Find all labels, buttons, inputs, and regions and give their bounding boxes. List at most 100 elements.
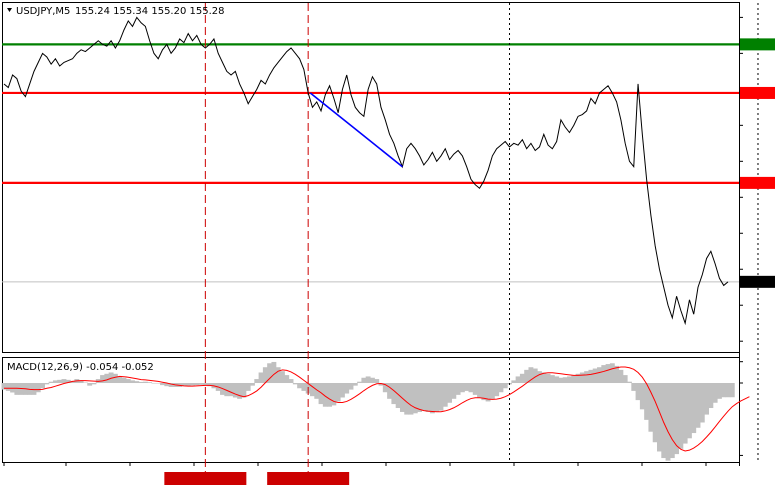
macd-bar bbox=[447, 383, 452, 403]
macd-bar bbox=[275, 367, 281, 384]
macd-bar bbox=[425, 383, 431, 412]
dropdown-triangle-icon[interactable] bbox=[7, 8, 12, 12]
level-label-box bbox=[740, 38, 775, 51]
macd-bar bbox=[387, 383, 392, 399]
macd-bar bbox=[108, 372, 114, 384]
macd-bar bbox=[712, 383, 718, 403]
macd-bar bbox=[597, 367, 602, 384]
macd-bar bbox=[699, 383, 705, 423]
macd-label: MACD(12,26,9) -0.054 -0.052 bbox=[7, 362, 154, 373]
macd-bar bbox=[609, 363, 615, 384]
macd-bar bbox=[35, 383, 41, 393]
macd-bar bbox=[627, 381, 632, 384]
macd-bar bbox=[721, 383, 727, 398]
axis-ticks bbox=[3, 16, 743, 485]
macd-bar bbox=[498, 383, 504, 393]
macd-bar bbox=[168, 383, 174, 387]
macd-bar bbox=[691, 383, 697, 434]
macd-bar bbox=[635, 383, 641, 401]
macd-bar bbox=[451, 383, 457, 399]
macd-bar bbox=[404, 383, 410, 415]
macd-bar bbox=[87, 383, 93, 386]
macd-bar bbox=[78, 380, 84, 384]
macd-bar bbox=[592, 368, 598, 384]
macd-bar bbox=[412, 383, 418, 414]
macd-bar bbox=[202, 383, 208, 386]
macd-bar bbox=[644, 383, 650, 420]
macd-bar bbox=[511, 380, 517, 384]
macd-bar bbox=[477, 383, 482, 398]
macd-bar bbox=[567, 376, 572, 384]
macd-bar bbox=[369, 377, 375, 384]
macd-bar bbox=[622, 375, 628, 384]
macd-bar bbox=[232, 383, 238, 398]
macd-bar bbox=[631, 383, 637, 391]
macd-bar bbox=[31, 383, 37, 395]
chart-title: USDJPY,M5 bbox=[16, 6, 70, 17]
macd-bar bbox=[481, 383, 487, 401]
macd-bar bbox=[537, 371, 542, 384]
macd-bar bbox=[331, 383, 337, 406]
macd-bar bbox=[112, 373, 118, 384]
macd-bar bbox=[40, 383, 45, 389]
macd-bar bbox=[65, 379, 71, 384]
macd-bar bbox=[52, 380, 58, 384]
macd-bar bbox=[459, 383, 465, 393]
macd-bar bbox=[130, 380, 135, 384]
macd-bar bbox=[704, 383, 710, 415]
macd-bar bbox=[262, 367, 268, 384]
macd-bar bbox=[207, 383, 213, 387]
macd-bar bbox=[344, 383, 350, 394]
macd-bar bbox=[554, 376, 560, 384]
macd-bar bbox=[618, 369, 624, 384]
macd-bar bbox=[301, 383, 307, 391]
macd-bar bbox=[442, 383, 448, 407]
macd-bar bbox=[322, 383, 328, 407]
macd-bar bbox=[605, 364, 611, 384]
macd-bar bbox=[515, 376, 521, 384]
macd-bar bbox=[648, 383, 654, 432]
macd-bar bbox=[674, 383, 680, 455]
macd-bar bbox=[716, 383, 722, 399]
macd-bar bbox=[198, 383, 204, 385]
macd-bar bbox=[571, 375, 577, 384]
macd-bar bbox=[575, 373, 581, 384]
macd-bar bbox=[5, 383, 11, 391]
macd-bar bbox=[588, 369, 594, 384]
macd-bar bbox=[142, 381, 148, 384]
macd-bar bbox=[584, 371, 590, 384]
macd-bar bbox=[665, 383, 671, 461]
macd-bar bbox=[288, 379, 294, 384]
signal-line bbox=[4, 366, 750, 452]
macd-bar bbox=[151, 383, 157, 384]
macd-bar bbox=[241, 383, 247, 398]
macd-bar bbox=[224, 383, 230, 397]
macd-signal bbox=[4, 366, 750, 452]
macd-bar bbox=[335, 383, 341, 402]
macd-bar bbox=[121, 377, 127, 384]
macd-bar bbox=[438, 383, 444, 411]
macd-bar bbox=[601, 365, 607, 384]
macd-bar bbox=[652, 383, 658, 443]
macd-bar bbox=[639, 383, 645, 410]
macd-bar bbox=[310, 383, 315, 397]
macd-bar bbox=[280, 371, 285, 384]
level-labels bbox=[740, 38, 775, 288]
macd-bar bbox=[725, 383, 731, 398]
macd-bar bbox=[361, 377, 367, 384]
level-label-box bbox=[740, 176, 775, 189]
macd-bar bbox=[10, 383, 16, 393]
macd-bar bbox=[382, 383, 388, 393]
macd-bar bbox=[348, 383, 354, 390]
macd-bar bbox=[489, 383, 495, 399]
macd-bar bbox=[194, 383, 200, 386]
macd-bar bbox=[545, 373, 551, 384]
macd-bar bbox=[155, 383, 161, 384]
macd-bar bbox=[254, 379, 260, 384]
macd-bar bbox=[678, 383, 684, 449]
macd-bar bbox=[519, 373, 525, 384]
macd-bar bbox=[657, 383, 662, 452]
macd-bar bbox=[1, 383, 7, 390]
macd-bar bbox=[82, 382, 88, 384]
macd-bar bbox=[190, 383, 195, 386]
